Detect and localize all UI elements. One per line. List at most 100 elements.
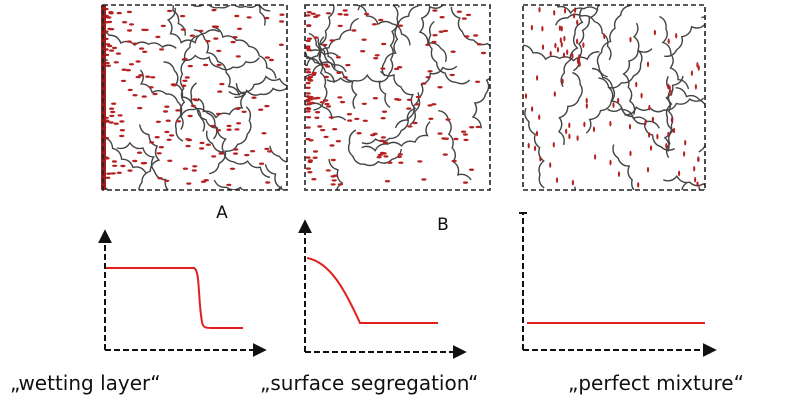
particle [381,42,387,46]
particle [696,181,699,187]
polymer-chain [379,70,417,129]
particle [310,12,316,15]
particle [571,179,575,186]
particle [305,110,311,113]
particle [670,90,673,96]
particle [312,97,318,100]
polymer-chain [450,6,490,47]
particle [191,169,197,172]
profile-curve [306,257,438,324]
polymer-chain [258,5,266,26]
polymer-chain [701,16,705,19]
particle [154,136,160,139]
particle [305,126,311,129]
polymer-chain [612,144,635,190]
particle [373,57,379,60]
particle [279,13,285,16]
particle [527,142,530,149]
particle [246,16,252,19]
particle [305,14,311,17]
particle [182,167,188,170]
particle [683,151,686,157]
particle [132,42,138,45]
particle [155,35,161,39]
particle [217,90,223,93]
particle [306,107,312,111]
particle [694,84,698,90]
particle [456,10,462,13]
particle [113,61,119,64]
particle [325,169,331,172]
particle [229,167,236,170]
particle [417,160,423,163]
particle [351,29,357,32]
particle [480,51,487,55]
particle [251,96,257,99]
particle [236,27,243,30]
particle [211,8,217,12]
particle [323,99,329,102]
polymer-chain [166,7,220,44]
particle [234,128,240,131]
particle [192,165,198,168]
polymer-chain [181,54,260,71]
particle [128,63,135,66]
particle [649,145,653,151]
particle [617,171,621,177]
polymer-chain [378,5,399,83]
polymer-chain [305,55,335,83]
particle [136,151,143,154]
particle [337,183,343,186]
particle [397,66,403,69]
particle [651,116,655,123]
caption: „perfect mixture“ [568,371,744,395]
particle [307,171,313,174]
particle [563,8,567,14]
polymer-chain [598,77,660,129]
particle [233,148,239,151]
particle [109,28,115,31]
particle [315,111,321,114]
particle [337,96,343,99]
particle [346,113,352,116]
particle [576,38,579,45]
particle [182,79,188,83]
polymer-chain [103,30,177,49]
particle [190,104,196,108]
particle [678,170,681,177]
particle [648,132,651,138]
polymer-chain [212,26,277,79]
particle [116,171,122,174]
particle [155,120,161,124]
polymer-chain [209,106,252,175]
particle [364,12,370,16]
particle [128,23,135,26]
polymer-chain [139,69,184,130]
particle [235,107,241,111]
polymer-chain [356,5,411,46]
particle [635,81,638,88]
particle [119,129,125,132]
particle [453,137,459,141]
particle [442,153,448,156]
polymer-chain [264,164,281,190]
particle [164,179,170,182]
particle [215,112,222,116]
particle [387,161,393,164]
particle [565,128,568,135]
particle [343,13,349,16]
particle [111,160,117,163]
particle [268,58,274,62]
polymer-chain [555,13,612,61]
particle [135,75,141,79]
particle [205,40,211,43]
particle [305,92,311,95]
particle [563,35,566,42]
polymer-chain [305,17,359,67]
particle [320,128,326,132]
particle [382,141,388,144]
particle [109,107,115,110]
particle [553,10,556,16]
particle [558,25,562,31]
